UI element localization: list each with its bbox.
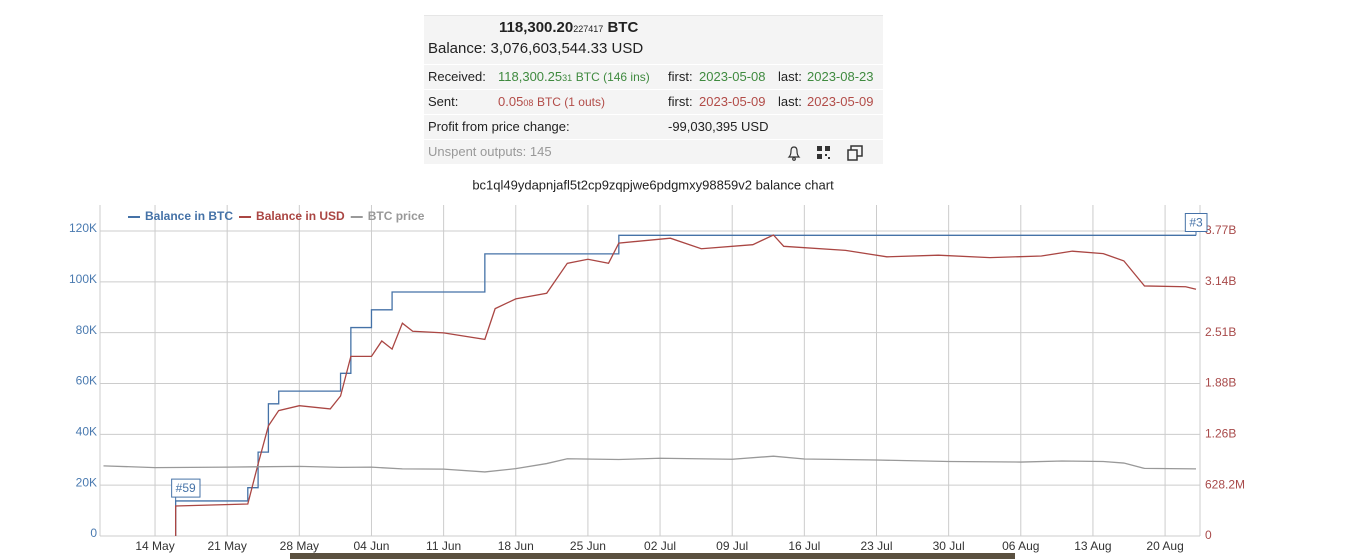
x-tick-label: 21 May — [207, 539, 246, 553]
flag-box — [171, 478, 201, 498]
sent-row: Sent: 0.0508 BTC (1 outs) first: 2023-05… — [424, 89, 883, 114]
btc-unit: BTC — [607, 19, 639, 36]
unspent: Unspent outputs: 145 — [428, 144, 552, 159]
amount-unit: BTC (146 ins) — [575, 70, 650, 84]
label: Sent: — [428, 94, 459, 109]
first-date: 2023-05-09 — [699, 94, 766, 109]
y-tick-label: 20K — [76, 475, 97, 489]
series-line — [103, 455, 1197, 473]
flag: #59 — [171, 478, 201, 501]
y2-tick-label: 1.26B — [1205, 427, 1236, 441]
btc-balance: 118,300.20227417 BTC — [499, 19, 638, 36]
amount-main: 0.05 — [498, 94, 524, 109]
last-label: last: — [778, 94, 802, 109]
x-tick-label: 06 Aug — [1002, 539, 1039, 553]
x-tick-label: 02 Jul — [644, 539, 676, 553]
legend-entry[interactable]: Balance in BTC — [145, 209, 233, 223]
y2-tick-label: 628.2M — [1205, 477, 1245, 491]
x-tick-label: 16 Jul — [788, 539, 820, 553]
bell-icon[interactable] — [787, 146, 801, 161]
profit-row: Profit from price change: -99,030,395 US… — [424, 114, 883, 139]
x-tick-label: 13 Aug — [1074, 539, 1111, 553]
chart-title: bc1ql49ydapnjafl5t2cp9zqpjwe6pdgmxy98859… — [472, 177, 834, 192]
y2-tick-label: 0 — [1205, 528, 1212, 542]
x-tick-label: 28 May — [280, 539, 319, 553]
last-label: last: — [778, 69, 802, 84]
x-tick-label: 20 Aug — [1146, 539, 1183, 553]
y-tick-label: 0 — [90, 526, 97, 540]
amount-unit: BTC (1 outs) — [536, 95, 605, 109]
amount-main: 118,300.25 — [498, 69, 563, 84]
x-tick-label: 09 Jul — [716, 539, 748, 553]
series-line — [174, 234, 1196, 536]
amount: 0.0508 BTC (1 outs) — [498, 90, 605, 115]
flag: #3 — [1184, 212, 1208, 236]
x-tick-label: 04 Jun — [353, 539, 389, 553]
tool-icons — [787, 145, 863, 161]
balance-value: 3,076,603,544.33 USD — [490, 40, 644, 57]
balance-header: 118,300.20227417 BTC Balance: 3,076,603,… — [424, 15, 883, 64]
x-tick-label: 11 Jun — [426, 539, 461, 553]
x-tick-label: 23 Jul — [860, 539, 892, 553]
y2-tick-label: 1.88B — [1205, 376, 1236, 390]
amount: 118,300.2531 BTC (146 ins) — [498, 65, 650, 90]
amount-small: 31 — [562, 73, 573, 83]
x-tick-label: 25 Jun — [570, 539, 606, 553]
btc-small: 227417 — [573, 24, 604, 34]
y-tick-label: 120K — [69, 221, 97, 235]
y2-tick-label: 2.51B — [1205, 325, 1236, 339]
received-row: Received: 118,300.2531 BTC (146 ins) fir… — [424, 64, 883, 89]
label: Received: — [428, 69, 486, 84]
copy-icon[interactable] — [847, 145, 863, 161]
thumbnail-strip — [290, 553, 1015, 559]
unspent-row: Unspent outputs: 145 — [424, 139, 883, 164]
flag-label: #3 — [1189, 215, 1203, 229]
last-date: 2023-05-09 — [807, 94, 874, 109]
first-label: first: — [668, 94, 693, 109]
y-tick-label: 60K — [76, 374, 97, 388]
x-tick-label: 30 Jul — [933, 539, 965, 553]
series-line — [174, 234, 1197, 536]
tools-cell — [661, 140, 883, 164]
usd-balance: Balance: 3,076,603,544.33 USD — [428, 40, 643, 57]
qr-icon[interactable] — [817, 146, 830, 159]
balance-label: Balance: — [428, 40, 487, 57]
first-label: first: — [668, 69, 693, 84]
label: Profit from price change: — [428, 119, 570, 134]
address-info: 118,300.20227417 BTC Balance: 3,076,603,… — [424, 15, 883, 164]
x-tick-label: 18 Jun — [498, 539, 534, 553]
legend-entry[interactable]: Balance in USD — [256, 209, 345, 223]
y2-tick-label: 3.14B — [1205, 274, 1236, 288]
legend-entry[interactable]: BTC price — [368, 209, 425, 223]
y-tick-label: 100K — [69, 272, 97, 286]
first-date: 2023-05-08 — [699, 69, 766, 84]
x-tick-label: 14 May — [135, 539, 174, 553]
amount-small: 08 — [523, 98, 534, 108]
y-tick-label: 80K — [76, 323, 97, 337]
flag-label: #59 — [176, 481, 196, 495]
last-date: 2023-08-23 — [807, 69, 874, 84]
btc-main: 118,300.20 — [499, 19, 574, 36]
y2-tick-label: 3.77B — [1205, 223, 1236, 237]
unspent-cell — [424, 140, 661, 164]
profit-value: -99,030,395 USD — [668, 119, 769, 134]
y-tick-label: 40K — [76, 425, 97, 439]
